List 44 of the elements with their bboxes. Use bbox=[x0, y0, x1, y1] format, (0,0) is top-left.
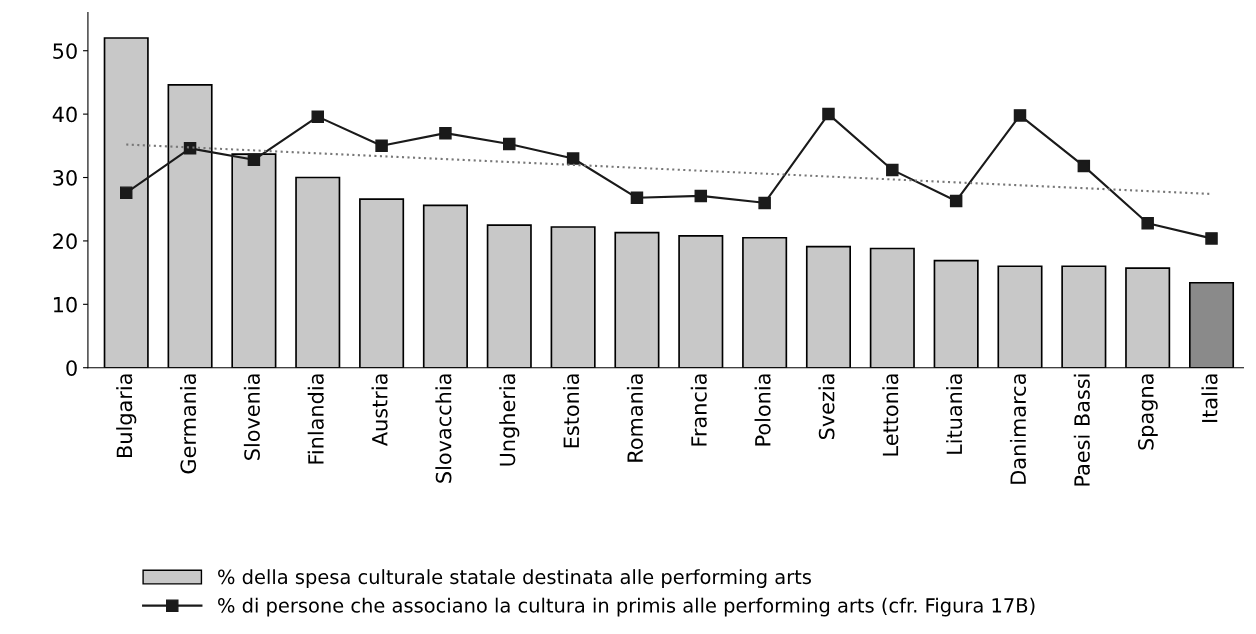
x-tick-label: Danimarca bbox=[1009, 374, 1027, 484]
point bbox=[183, 142, 197, 155]
x-tick-label: Ungheria bbox=[499, 374, 520, 466]
y-tick-label: 0 bbox=[66, 360, 77, 376]
x-tick-label: Bulgaria bbox=[116, 374, 137, 457]
point bbox=[1013, 109, 1027, 122]
point bbox=[375, 139, 388, 153]
point bbox=[566, 152, 580, 165]
y-tick-label: 10 bbox=[53, 296, 77, 313]
x-tick-label: Finlandia bbox=[307, 374, 324, 464]
x-tick-label: Paesi Bassi bbox=[1073, 374, 1090, 486]
x-tick-label: Germania bbox=[179, 374, 197, 474]
y-tick-label: 40 bbox=[52, 106, 77, 123]
point bbox=[949, 194, 963, 208]
point bbox=[1205, 232, 1218, 245]
x-tick-label: Polonia bbox=[754, 374, 771, 446]
point bbox=[1077, 159, 1091, 173]
y-tick-label: 30 bbox=[53, 169, 77, 186]
x-tick-label: Slovenia bbox=[243, 374, 260, 460]
x-tick-label: Estonia bbox=[563, 374, 580, 448]
point bbox=[1141, 216, 1154, 230]
y-tick-label: 20 bbox=[53, 233, 77, 250]
y-tick-label: 50 bbox=[53, 43, 77, 59]
point bbox=[630, 191, 644, 205]
point bbox=[503, 137, 516, 151]
x-tick-label: Lituania bbox=[946, 374, 963, 454]
point bbox=[886, 163, 899, 177]
x-tick-label: Romania bbox=[626, 374, 643, 462]
x-tick-label: Svezia bbox=[818, 374, 835, 440]
point bbox=[694, 189, 708, 203]
x-tick-label: Italia bbox=[1201, 374, 1218, 422]
legend-label: % di persone che associano la cultura in primis alle performing arts (cfr. Figura 17B) bbox=[218, 597, 1035, 617]
point bbox=[439, 126, 452, 140]
point bbox=[247, 153, 261, 167]
x-tick-label: Austria bbox=[371, 374, 388, 447]
x-tick-label: Slovacchia bbox=[435, 374, 452, 483]
x-tick-label: Francia bbox=[690, 374, 707, 446]
point bbox=[311, 110, 324, 123]
point bbox=[758, 196, 771, 210]
point bbox=[119, 186, 133, 199]
x-tick-label: Lettonia bbox=[882, 374, 899, 456]
x-tick-label: Spagna bbox=[1137, 374, 1158, 450]
legend-label: % della spesa culturale statale destinata alle performing arts bbox=[218, 569, 811, 588]
point bbox=[822, 107, 835, 121]
